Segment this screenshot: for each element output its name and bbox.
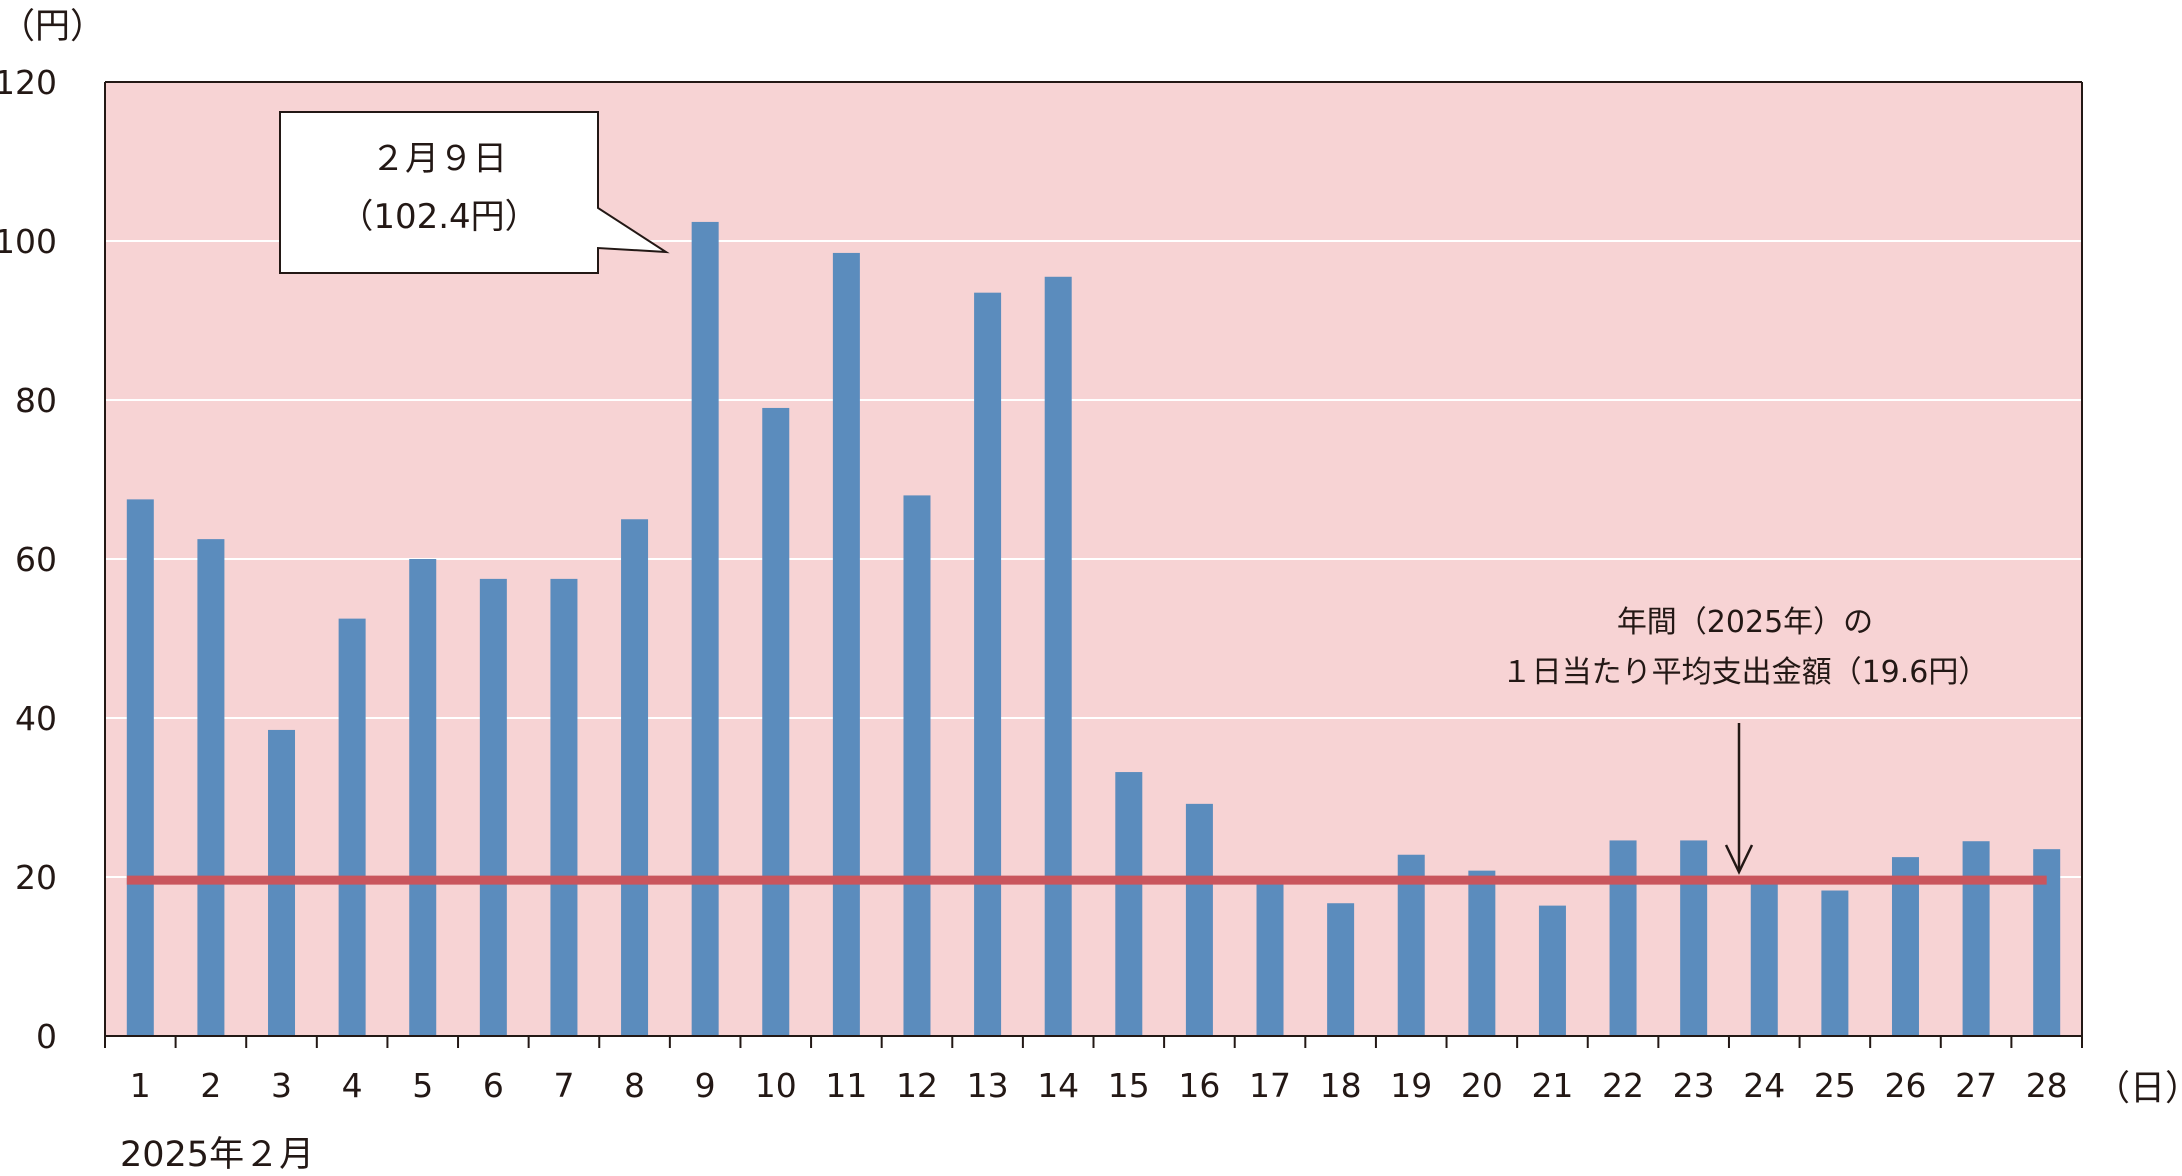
- bar-2: [197, 539, 225, 1036]
- bar-17: [1256, 880, 1284, 1036]
- average-annotation: 年間（2025年）の １日当たり平均支出金額（19.6円）: [1502, 605, 1989, 875]
- bar-1: [126, 499, 154, 1036]
- bar-10: [762, 407, 790, 1036]
- bar-27: [1962, 841, 1990, 1036]
- bar-4: [338, 618, 366, 1036]
- bar-16: [1185, 803, 1213, 1036]
- bar-13: [974, 292, 1002, 1036]
- x-axis-unit: （日）: [2095, 1069, 2182, 1109]
- x-tick-label: 23: [1673, 1066, 1715, 1105]
- x-tick-label: 9: [695, 1066, 716, 1105]
- x-tick-label: 21: [1531, 1066, 1573, 1105]
- bar-20: [1468, 870, 1496, 1036]
- y-tick-label: 100: [0, 222, 57, 261]
- x-tick-label: 22: [1602, 1066, 1644, 1105]
- x-tick-label: 19: [1390, 1066, 1432, 1105]
- average-label-line2: １日当たり平均支出金額（19.6円）: [1502, 655, 1989, 690]
- x-tick-label: 20: [1461, 1066, 1503, 1105]
- average-arrow-head: [1724, 844, 1754, 875]
- y-tick-label: 120: [0, 63, 57, 102]
- x-axis-ticks: 1 2 3 4 5 6 7 8 9 10 11 12 13 14 15 16 17 18 19 20 21 22 23 24 2…: [104, 1036, 2083, 1105]
- bar-23: [1680, 840, 1708, 1036]
- x-tick-label: 16: [1178, 1066, 1220, 1105]
- x-tick-label: 17: [1249, 1066, 1291, 1105]
- bar-12: [903, 495, 931, 1036]
- x-tick-label: 3: [271, 1066, 292, 1105]
- callout-box: [279, 111, 670, 274]
- bar-19: [1397, 854, 1425, 1036]
- y-tick-label: 20: [15, 858, 57, 897]
- x-tick-label: 24: [1743, 1066, 1785, 1105]
- bar-5: [409, 559, 437, 1036]
- callout-line1: ２月９日: [371, 139, 507, 179]
- x-tick-label: 26: [1884, 1066, 1926, 1105]
- y-tick-label: 0: [36, 1017, 57, 1056]
- x-tick-label: 11: [825, 1066, 867, 1105]
- average-label-line1: 年間（2025年）の: [1617, 605, 1873, 640]
- y-tick-label: 80: [15, 381, 57, 420]
- x-tick-label: 6: [483, 1066, 504, 1105]
- y-axis-ticks: 0 20 40 60 80 100 120: [0, 63, 57, 1056]
- x-tick-label: 15: [1108, 1066, 1150, 1105]
- x-tick-label: 13: [967, 1066, 1009, 1105]
- x-tick-label: 7: [553, 1066, 574, 1105]
- x-tick-label: 25: [1814, 1066, 1856, 1105]
- bar-24: [1750, 880, 1778, 1036]
- x-tick-label: 4: [342, 1066, 363, 1105]
- bar-6: [479, 578, 507, 1036]
- y-tick-label: 40: [15, 699, 57, 738]
- bars: [126, 221, 2061, 1037]
- bar-9: [691, 221, 719, 1037]
- x-tick-label: 14: [1037, 1066, 1079, 1105]
- x-tick-label: 2: [200, 1066, 221, 1105]
- x-tick-label: 5: [412, 1066, 433, 1105]
- bar-7: [550, 578, 578, 1036]
- x-tick-label: 18: [1320, 1066, 1362, 1105]
- x-axis-group-label: 2025年２月: [120, 1135, 314, 1175]
- y-tick-label: 60: [15, 540, 57, 579]
- x-tick-label: 28: [2026, 1066, 2068, 1105]
- bar-18: [1327, 903, 1355, 1036]
- x-tick-label: 10: [755, 1066, 797, 1105]
- max-callout: ２月９日 （102.4円）: [279, 111, 670, 274]
- bar-22: [1609, 840, 1637, 1036]
- bar-14: [1044, 276, 1072, 1036]
- callout-line2: （102.4円）: [339, 197, 538, 237]
- x-tick-label: 1: [130, 1066, 151, 1105]
- x-tick-label: 12: [896, 1066, 938, 1105]
- x-tick-label: 8: [624, 1066, 645, 1105]
- bar-25: [1821, 890, 1849, 1036]
- bar-15: [1115, 772, 1143, 1036]
- y-axis-unit: （円）: [0, 7, 105, 47]
- bar-11: [832, 252, 860, 1037]
- bar-8: [621, 519, 649, 1036]
- bar-26: [1891, 857, 1919, 1036]
- x-tick-label: 27: [1955, 1066, 1997, 1105]
- bar-21: [1538, 905, 1566, 1036]
